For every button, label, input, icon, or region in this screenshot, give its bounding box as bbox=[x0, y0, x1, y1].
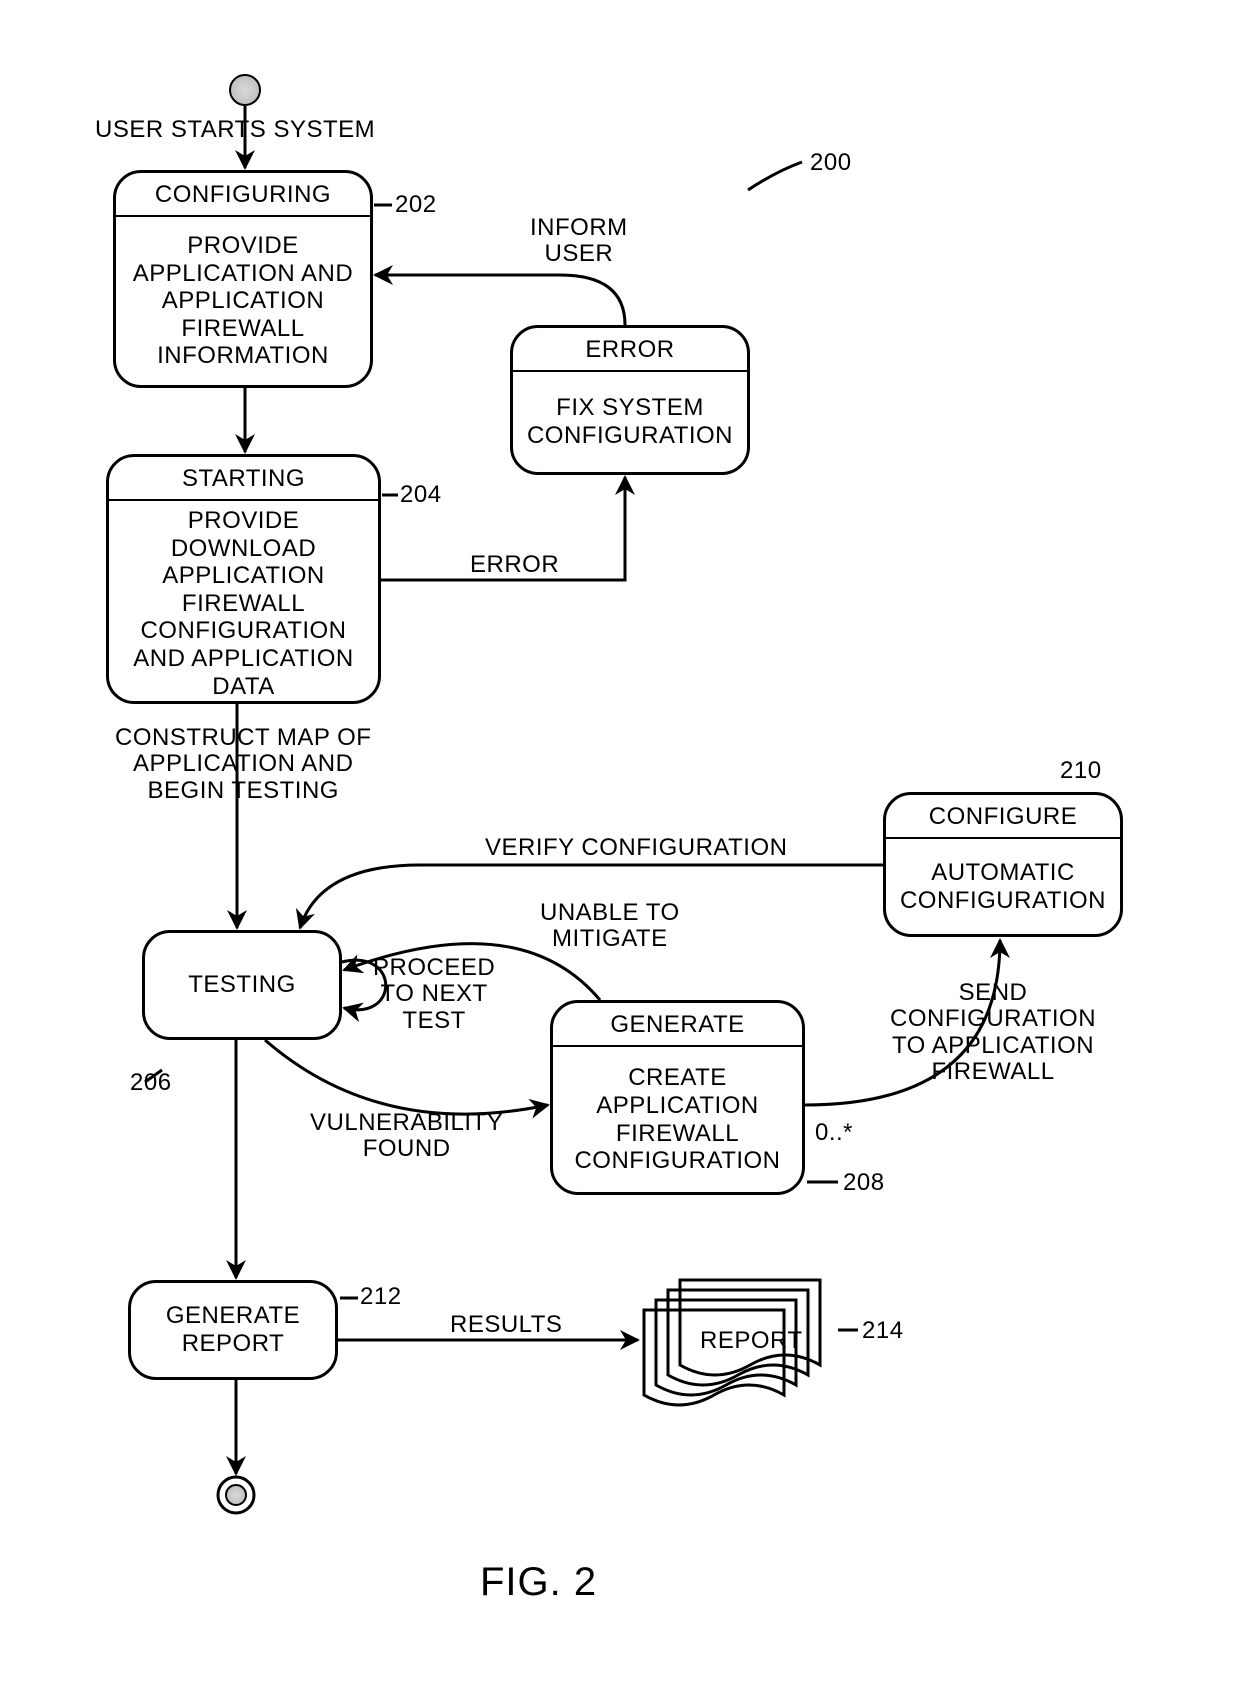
label-start: USER STARTS SYSTEM bbox=[95, 117, 375, 143]
node-testing-title: TESTING bbox=[188, 971, 296, 999]
node-testing: TESTING bbox=[142, 930, 342, 1040]
label-error: ERROR bbox=[470, 552, 559, 578]
node-configuring-body: PROVIDE APPLICATION AND APPLICATION FIRE… bbox=[116, 217, 370, 385]
label-vuln: VULNERABILITY FOUND bbox=[310, 1110, 503, 1163]
node-configure-body: AUTOMATIC CONFIGURATION bbox=[886, 839, 1120, 934]
node-generate-report: GENERATE REPORT bbox=[128, 1280, 338, 1380]
ref-210: 210 bbox=[1060, 758, 1102, 784]
node-generate-title: GENERATE bbox=[553, 1003, 802, 1047]
node-generate-body: CREATE APPLICATION FIREWALL CONFIGURATIO… bbox=[553, 1047, 802, 1192]
figure-caption: FIG. 2 bbox=[480, 1560, 597, 1605]
flowchart-canvas: CONFIGURING PROVIDE APPLICATION AND APPL… bbox=[0, 0, 1240, 1698]
node-configuring: CONFIGURING PROVIDE APPLICATION AND APPL… bbox=[113, 170, 373, 388]
report-doc-label: REPORT bbox=[700, 1328, 803, 1354]
node-starting: STARTING PROVIDE DOWNLOAD APPLICATION FI… bbox=[106, 454, 381, 704]
multiplicity-generate: 0..* bbox=[815, 1120, 853, 1146]
label-construct: CONSTRUCT MAP OF APPLICATION AND BEGIN T… bbox=[115, 725, 371, 804]
ref-208: 208 bbox=[843, 1170, 885, 1196]
node-configure-title: CONFIGURE bbox=[886, 795, 1120, 839]
node-configuring-title: CONFIGURING bbox=[116, 173, 370, 217]
ref-214: 214 bbox=[862, 1318, 904, 1344]
start-node-icon bbox=[230, 75, 260, 105]
label-send: SEND CONFIGURATION TO APPLICATION FIREWA… bbox=[890, 980, 1096, 1086]
edge-testing-to-generate bbox=[265, 1040, 548, 1114]
label-proceed: PROCEED TO NEXT TEST bbox=[373, 955, 495, 1034]
ref-200-pointer bbox=[748, 162, 802, 190]
end-node-inner bbox=[226, 1485, 246, 1505]
node-starting-body: PROVIDE DOWNLOAD APPLICATION FIREWALL CO… bbox=[109, 501, 378, 706]
node-generate: GENERATE CREATE APPLICATION FIREWALL CON… bbox=[550, 1000, 805, 1195]
label-inform-user: INFORM USER bbox=[530, 215, 628, 268]
label-verify: VERIFY CONFIGURATION bbox=[485, 835, 787, 861]
node-error-title: ERROR bbox=[513, 328, 747, 372]
ref-212: 212 bbox=[360, 1284, 402, 1310]
edge-error-to-configuring bbox=[375, 275, 625, 325]
label-unable: UNABLE TO MITIGATE bbox=[540, 900, 680, 953]
node-error: ERROR FIX SYSTEM CONFIGURATION bbox=[510, 325, 750, 475]
node-generate-report-title: GENERATE REPORT bbox=[143, 1302, 323, 1357]
node-configure: CONFIGURE AUTOMATIC CONFIGURATION bbox=[883, 792, 1123, 937]
ref-202: 202 bbox=[395, 192, 437, 218]
end-node-outer bbox=[218, 1477, 254, 1513]
label-results: RESULTS bbox=[450, 1312, 562, 1338]
node-starting-title: STARTING bbox=[109, 457, 378, 501]
node-error-body: FIX SYSTEM CONFIGURATION bbox=[513, 372, 747, 472]
ref-200: 200 bbox=[810, 150, 852, 176]
ref-204: 204 bbox=[400, 482, 442, 508]
ref-206: 206 bbox=[130, 1070, 172, 1096]
